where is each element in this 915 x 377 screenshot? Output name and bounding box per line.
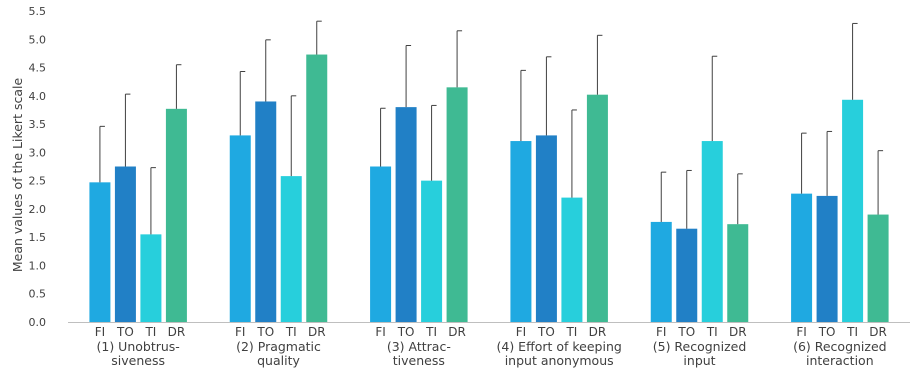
x-tick-label: DR <box>448 325 466 339</box>
y-tick-label: 3.5 <box>29 118 47 131</box>
group-label: siveness <box>111 353 165 368</box>
x-tick-label: TO <box>677 325 695 339</box>
x-tick-label: TO <box>116 325 134 339</box>
y-tick-label: 2.5 <box>29 175 47 188</box>
x-tick-label: TI <box>706 325 718 339</box>
y-tick-label: 4.0 <box>29 90 47 103</box>
y-tick-label: 1.5 <box>29 231 47 244</box>
x-tick-label: FI <box>516 325 526 339</box>
y-axis: 0.0 0.5 1.0 1.5 2.0 2.5 3.0 3.5 4.0 4.5 5.0 5.5 <box>29 5 47 329</box>
x-tick-label: FI <box>95 325 105 339</box>
x-tick-label: FI <box>235 325 245 339</box>
x-tick-label: TI <box>144 325 156 339</box>
group-label: interaction <box>806 353 874 368</box>
x-tick-label: TO <box>256 325 274 339</box>
x-tick-label: TI <box>565 325 577 339</box>
group-label: input anonymous <box>505 353 614 368</box>
bar <box>676 228 698 322</box>
x-tick-label: FI <box>375 325 385 339</box>
group-label: quality <box>257 353 300 368</box>
error-bars <box>99 20 884 235</box>
x-tick-label: TO <box>818 325 836 339</box>
bar <box>535 135 557 322</box>
y-tick-label: 0.0 <box>29 316 47 329</box>
group-label: (2) Pragmatic <box>236 339 321 354</box>
group-label: (4) Effort of keeping <box>497 339 622 354</box>
bar <box>395 107 417 322</box>
bar <box>791 193 813 322</box>
x-tick-label: DR <box>869 325 887 339</box>
bar <box>586 94 608 322</box>
y-tick-label: 3.0 <box>29 146 47 159</box>
x-tick-label: FI <box>796 325 806 339</box>
x-tick-label: DR <box>589 325 607 339</box>
group-label: (6) Recognized <box>793 339 887 354</box>
x-tick-label: TO <box>537 325 555 339</box>
bar <box>650 221 672 322</box>
y-tick-label: 4.5 <box>29 62 47 75</box>
y-tick-label: 2.0 <box>29 203 47 216</box>
bars <box>89 54 889 323</box>
bar <box>255 101 277 323</box>
group-label: (5) Recognized <box>653 339 747 354</box>
bar <box>510 141 532 322</box>
y-tick-label: 5.0 <box>29 33 47 46</box>
bar <box>842 99 864 322</box>
bar <box>816 195 838 322</box>
group-label: (1) Unobtrus- <box>97 339 180 354</box>
bar <box>229 135 251 322</box>
y-tick-label: 0.5 <box>29 288 47 301</box>
y-tick-label: 1.0 <box>29 259 47 272</box>
x-tick-label: DR <box>168 325 186 339</box>
bar <box>867 214 889 322</box>
bar <box>727 224 749 322</box>
bar <box>446 87 468 322</box>
x-tick-label: TO <box>397 325 415 339</box>
bar <box>561 197 583 322</box>
x-tick-label: DR <box>729 325 747 339</box>
group-label: tiveness <box>393 353 445 368</box>
y-axis-title: Mean values of the Likert scale <box>10 78 25 273</box>
bar <box>370 166 392 322</box>
bar <box>89 182 111 322</box>
y-tick-label: 5.5 <box>29 5 47 18</box>
x-tick-label: TI <box>846 325 858 339</box>
x-tick-label: TI <box>285 325 297 339</box>
bar <box>165 108 187 322</box>
bar <box>701 141 723 322</box>
bar <box>306 54 328 322</box>
bar <box>114 166 136 322</box>
x-tick-label: DR <box>308 325 326 339</box>
group-label: (3) Attrac- <box>387 339 451 354</box>
x-tick-label: FI <box>656 325 666 339</box>
bar <box>280 176 302 322</box>
group-label: input <box>683 353 715 368</box>
bar <box>421 180 443 322</box>
x-tick-label: TI <box>425 325 437 339</box>
bar <box>140 234 162 322</box>
